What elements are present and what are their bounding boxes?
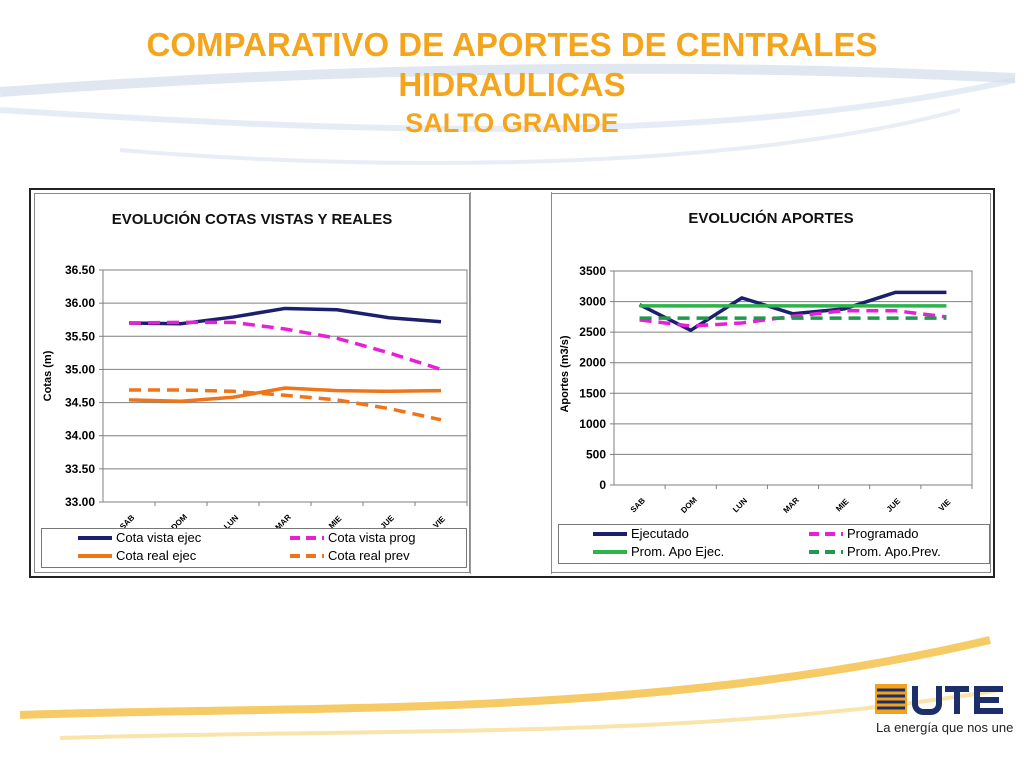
aportes-chart-title: EVOLUCIÓN APORTES xyxy=(688,210,854,227)
y-tick-label: 3000 xyxy=(579,295,606,309)
series-line xyxy=(639,308,947,328)
y-tick-label: 2000 xyxy=(579,356,606,370)
legend-label: Cota vista prog xyxy=(328,530,416,545)
cotas-chart-svg: 33.00 33.50 34.00 34.50 35.00 35.50 36.00 36.50… xyxy=(42,263,468,532)
series-line xyxy=(128,320,442,372)
legend-label: Cota real ejec xyxy=(116,548,197,563)
plot-area xyxy=(613,270,973,486)
y-axis-label: Aportes (m3/s) xyxy=(559,335,571,412)
charts-gap xyxy=(470,192,552,574)
series-line xyxy=(128,306,442,326)
series-line xyxy=(129,388,442,422)
x-tick-label: DOM xyxy=(679,495,699,515)
slide-subtitle: SALTO GRANDE xyxy=(405,108,619,138)
legend-label: Prom. Apo Ejec. xyxy=(631,544,725,559)
cotas-legend: Cota vista ejec Cota vista prog Cota rea… xyxy=(41,528,467,568)
y-tick-label: 33.50 xyxy=(65,462,95,476)
y-tick-label: 1500 xyxy=(579,386,606,400)
x-tick-label: JUE xyxy=(885,496,903,514)
y-tick-label: 35.00 xyxy=(65,362,95,376)
y-tick-label: 36.50 xyxy=(65,263,95,277)
y-tick-label: 500 xyxy=(586,447,606,461)
plot-area xyxy=(102,269,468,503)
y-axis-label: Cotas (m) xyxy=(42,350,54,401)
charts-frame: EVOLUCIÓN COTAS VISTAS Y REALES 33.00 33.… xyxy=(29,188,995,578)
y-tick-label: 33.00 xyxy=(65,495,95,509)
series-line xyxy=(638,290,947,333)
x-tick-label: MIE xyxy=(834,497,851,514)
y-tick-label: 34.00 xyxy=(65,429,95,443)
y-tick-label: 0 xyxy=(599,478,606,492)
y-tick-label: 34.50 xyxy=(65,396,95,410)
cotas-chart-panel: EVOLUCIÓN COTAS VISTAS Y REALES 33.00 33.… xyxy=(34,193,470,573)
aportes-chart-svg: 0 500 1000 1500 2000 2500 3000 3500 SAB DOM LUN MAR… xyxy=(559,264,973,515)
legend-label: Programado xyxy=(847,526,919,541)
legend-label: Ejecutado xyxy=(631,526,689,541)
slide-title-line1: COMPARATIVO DE APORTES DE CENTRALES xyxy=(146,26,878,63)
y-tick-label: 2500 xyxy=(579,325,606,339)
y-tick-label: 1000 xyxy=(579,417,606,431)
legend-label: Cota vista ejec xyxy=(116,530,202,545)
y-tick-label: 3500 xyxy=(579,264,606,278)
series-line xyxy=(128,386,442,403)
x-tick-label: VIE xyxy=(937,497,953,513)
slide-title-line2: HIDRAULICAS xyxy=(398,66,626,103)
y-tick-label: 35.50 xyxy=(65,329,95,343)
cotas-chart-title: EVOLUCIÓN COTAS VISTAS Y REALES xyxy=(111,211,393,228)
ute-logo xyxy=(875,684,1003,715)
slogan: La energía que nos une xyxy=(876,720,1014,735)
x-tick-label: LUN xyxy=(731,496,749,514)
y-tick-label: 36.00 xyxy=(65,296,95,310)
legend-label: Cota real prev xyxy=(328,548,410,563)
x-tick-label: MAR xyxy=(782,495,801,514)
legend-label: Prom. Apo.Prev. xyxy=(847,544,941,559)
aportes-chart-panel: EVOLUCIÓN APORTES 0 500 1000 1500 2000 2500 30… xyxy=(551,193,991,573)
aportes-legend: Ejecutado Programado Prom. Apo Ejec. Pro… xyxy=(558,524,990,564)
x-tick-label: SAB xyxy=(629,496,647,514)
